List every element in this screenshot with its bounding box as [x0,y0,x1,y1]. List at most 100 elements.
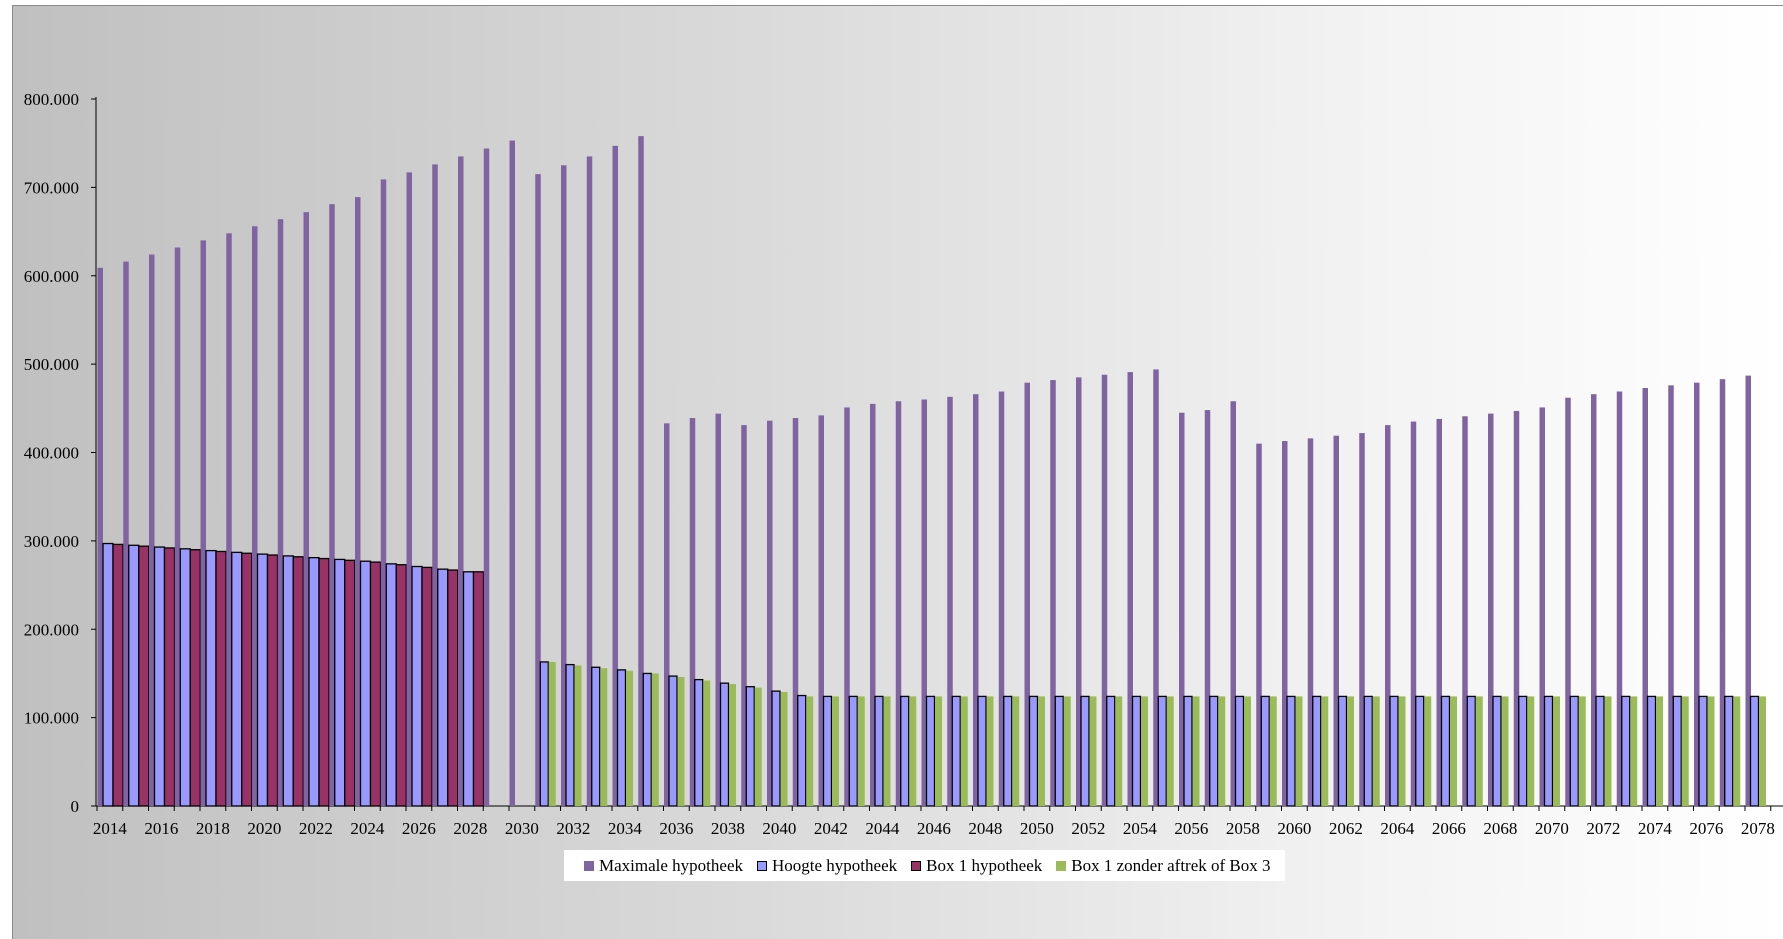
bar-box1-zonder-aftrek-2050 [1038,696,1045,806]
bar-box1-zonder-aftrek-2061 [1321,696,1329,806]
bar-maximale-hypotheek-2060 [1282,441,1288,806]
bar-box1-zonder-aftrek-2056 [1192,696,1200,806]
legend-item-box1-zonder-aftrek: Box 1 zonder aftrek of Box 3 [1056,856,1271,876]
bar-box1-zonder-aftrek-2064 [1398,696,1406,806]
bar-box1-zonder-aftrek-2048 [986,696,994,806]
x-tick-label: 2042 [814,819,848,838]
bar-maximale-hypotheek-2035 [638,136,644,806]
x-tick-label: 2068 [1483,819,1517,838]
bar-maximale-hypotheek-2024 [355,197,361,807]
x-axis: 2014 2016 2018 2020 2022 2024 2026 2028 2030 2032… [93,805,1783,838]
bar-box1-hypotheek-2023 [344,559,356,807]
y-tick-label: 300.000 [24,532,79,551]
bar-maximale-hypotheek-2021 [277,219,284,806]
bar-box1-hypotheek-2014 [112,543,124,807]
bar-maximale-hypotheek-2070 [1539,407,1545,806]
bar-box1-zonder-aftrek-2046 [935,696,942,806]
bar-hoogte-hypotheek-2022 [308,557,320,807]
bar-maximale-hypotheek-2025 [380,179,387,807]
bar-box1-zonder-aftrek-2070 [1553,696,1560,806]
bar-box1-hypotheek-2017 [189,549,201,807]
bar-box1-hypotheek-2021 [292,556,304,807]
bar-hoogte-hypotheek-2023 [334,558,346,807]
bar-maximale-hypotheek-2047 [947,396,953,806]
x-tick-label: 2054 [1123,819,1158,838]
bar-hoogte-hypotheek-2071 [1569,695,1579,807]
bar-hoogte-hypotheek-2066 [1440,695,1451,807]
bar-hoogte-hypotheek-2045 [900,695,910,807]
bar-hoogte-hypotheek-2044 [874,695,884,807]
bar-maximale-hypotheek-2043 [844,407,850,806]
x-tick-label: 2036 [659,819,693,838]
bar-hoogte-hypotheek-2073 [1621,695,1631,807]
bar-box1-zonder-aftrek-2078 [1759,696,1766,806]
bar-box1-zonder-aftrek-2036 [677,676,685,806]
bar-maximale-hypotheek-2059 [1256,443,1262,806]
bar-box1-zonder-aftrek-2031 [548,661,556,806]
bar-maximale-hypotheek-2031 [535,174,541,806]
bar-hoogte-hypotheek-2064 [1389,695,1399,807]
y-tick-label: 200.000 [24,620,79,639]
bar-maximale-hypotheek-2076 [1694,382,1700,806]
legend-item-box1-hypotheek: Box 1 hypotheek [911,856,1042,876]
bar-maximale-hypotheek-2029 [483,148,490,807]
bar-box1-zonder-aftrek-2059 [1269,696,1277,806]
bar-hoogte-hypotheek-2033 [591,666,601,807]
legend-label-box1-hypotheek: Box 1 hypotheek [926,855,1043,875]
bar-hoogte-hypotheek-2069 [1518,695,1528,807]
bar-box1-zonder-aftrek-2065 [1424,696,1432,806]
y-tick-label: 600.000 [24,267,79,286]
bar-maximale-hypotheek-2023 [329,204,335,807]
bar-hoogte-hypotheek-2021 [282,555,294,807]
bar-box1-hypotheek-2026 [421,566,433,807]
bar-box1-zonder-aftrek-2054 [1141,696,1148,806]
bar-box1-zonder-aftrek-2045 [909,696,917,806]
x-tick-label: 2058 [1226,819,1260,838]
bar-box1-zonder-aftrek-2038 [729,684,736,806]
bar-maximale-hypotheek-2028 [458,156,464,806]
bar-hoogte-hypotheek-2048 [977,695,987,807]
bar-hoogte-hypotheek-2078 [1749,695,1760,807]
bar-box1-zonder-aftrek-2034 [626,670,633,806]
x-tick-label: 2016 [144,819,178,838]
legend-swatch-maximale-hypotheek [584,860,594,871]
x-tick-label: 2014 [93,819,128,838]
bar-box1-zonder-aftrek-2043 [857,696,865,806]
x-tick-label: 2052 [1071,819,1105,838]
bar-hoogte-hypotheek-2063 [1363,695,1373,807]
bar-box1-zonder-aftrek-2035 [651,673,659,806]
y-tick-label: 100.000 [24,709,79,728]
bar-box1-zonder-aftrek-2047 [960,696,968,806]
x-tick-label: 2024 [350,819,385,838]
bar-hoogte-hypotheek-2060 [1286,695,1296,807]
bar-maximale-hypotheek-2073 [1616,391,1623,806]
bar-box1-zonder-aftrek-2069 [1527,696,1535,806]
bar-maximale-hypotheek-2068 [1488,413,1494,806]
bar-hoogte-hypotheek-2034 [616,669,627,807]
bar-box1-hypotheek-2028 [472,571,485,807]
bar-hoogte-hypotheek-2054 [1131,695,1142,807]
y-tick-label: 700.000 [24,178,79,197]
bar-hoogte-hypotheek-2050 [1028,695,1039,807]
x-tick-label: 2022 [299,819,333,838]
bar-maximale-hypotheek-2046 [921,399,927,806]
bar-maximale-hypotheek-2056 [1179,412,1185,806]
x-tick-label: 2026 [402,819,436,838]
legend-item-hoogte-hypotheek: Hoogte hypotheek [757,856,897,876]
bar-hoogte-hypotheek-2015 [128,544,140,807]
bar-hoogte-hypotheek-2038 [719,682,730,807]
bar-box1-zonder-aftrek-2041 [806,696,814,806]
bar-maximale-hypotheek-2042 [818,415,824,806]
bar-maximale-hypotheek-2014 [97,267,103,806]
bar-maximale-hypotheek-2057 [1204,410,1211,806]
x-tick-label: 2046 [917,819,951,838]
bar-maximale-hypotheek-2017 [174,247,181,807]
legend-item-maximale-hypotheek: Maximale hypotheek [584,856,743,876]
bar-hoogte-hypotheek-2042 [822,695,833,807]
x-tick-label: 2072 [1586,819,1620,838]
bar-maximale-hypotheek-2034 [612,145,618,807]
bar-hoogte-hypotheek-2046 [925,695,936,807]
bar-hoogte-hypotheek-2040 [771,690,781,807]
bar-hoogte-hypotheek-2051 [1054,695,1064,807]
bar-hoogte-hypotheek-2077 [1724,695,1734,807]
